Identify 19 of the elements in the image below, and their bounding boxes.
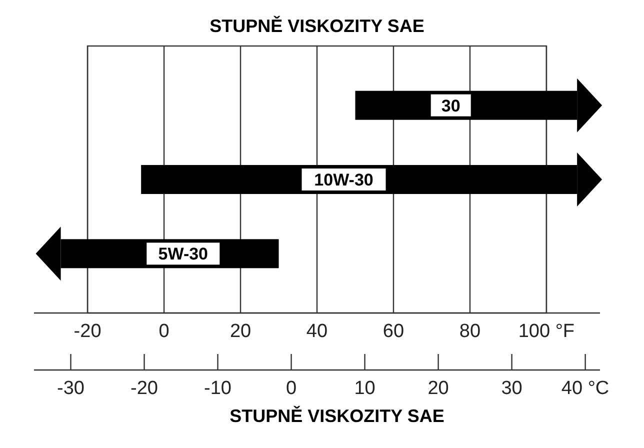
x-tick-label: 40 (306, 321, 328, 342)
x2-tick-label: 20 (428, 378, 449, 399)
x2-tick-label: 40 °C (561, 378, 610, 399)
x2-axis-title: STUPNĚ VISKOZITY SAE (230, 405, 444, 426)
x2-tick-label: -30 (57, 378, 84, 399)
x2-tick-label: 30 (501, 378, 522, 399)
y-tick-label: 5W-30 (158, 244, 208, 264)
x-tick-label: 80 (459, 321, 481, 342)
x2-tick-label: 0 (286, 378, 297, 399)
x-tick-label: 0 (158, 321, 170, 342)
x-tick-label: 60 (382, 321, 404, 342)
x-tick-label: 100 °F (518, 321, 575, 342)
x2-tick-label: -10 (204, 378, 232, 399)
y-tick-label: 10W-30 (314, 170, 374, 190)
x2-tick-label: 10 (354, 378, 376, 399)
x-tick-label: -20 (74, 321, 102, 342)
x-tick-label: 20 (230, 321, 252, 342)
x2-tick-label: -20 (130, 378, 158, 399)
chart-title: STUPNĚ VISKOZITY SAE (210, 15, 424, 36)
